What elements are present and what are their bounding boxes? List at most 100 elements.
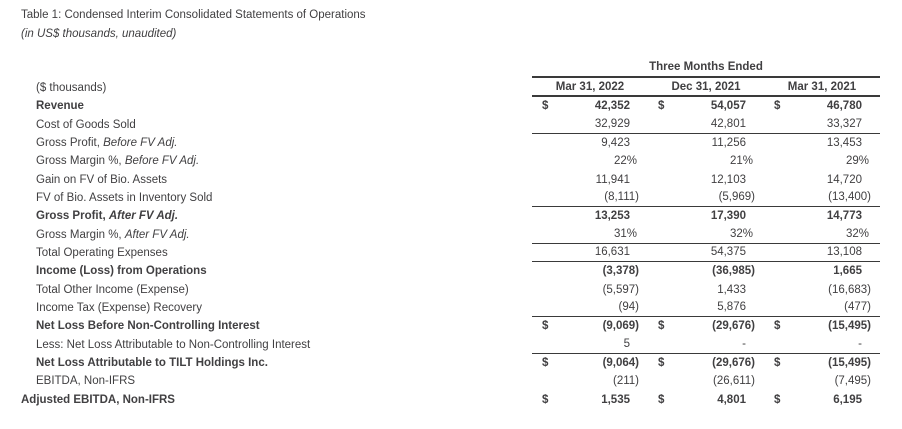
row-label-text: Gross Margin %, bbox=[36, 155, 125, 168]
cell-value: (13,400) bbox=[828, 191, 871, 204]
table-row: Income Tax (Expense) Recovery (94) 5,876 (4… bbox=[21, 299, 880, 318]
row-label-text: FV of Bio. Assets in Inventory Sold bbox=[36, 191, 213, 204]
value-cell: $ (15,495) bbox=[764, 320, 880, 332]
table-row: Net Loss Attributable to TILT Holdings I… bbox=[21, 354, 880, 372]
table-row: Revenue $42,352 $54,057 $46,780 bbox=[21, 97, 880, 115]
dollar-sign: $ bbox=[774, 393, 781, 406]
row-label-italic-text: After FV Adj. bbox=[124, 228, 190, 241]
table-row: Net Loss Before Non-Controlling Interest… bbox=[21, 317, 880, 335]
value-cell: (94) bbox=[532, 301, 648, 313]
cell-value: (7,495) bbox=[834, 375, 871, 388]
column-header-row: ($ thousands) Mar 31, 2022 Dec 31, 2021 … bbox=[21, 78, 880, 97]
cell-value: 13,453 bbox=[826, 136, 862, 149]
row-label: Net Loss Before Non-Controlling Interest bbox=[21, 320, 532, 332]
cell-value: 54,375 bbox=[710, 246, 746, 259]
value-cell: (5,597) bbox=[532, 284, 648, 296]
value-cell: 14,773 bbox=[764, 210, 880, 222]
row-label: Gross Profit, Before FV Adj. bbox=[21, 137, 532, 149]
dollar-sign: $ bbox=[658, 393, 665, 406]
cell-value: 11,256 bbox=[711, 136, 746, 149]
value-cell: - bbox=[764, 338, 880, 350]
value-cell: 32% bbox=[648, 228, 764, 240]
statements-of-operations-table: Three Months Ended ($ thousands) Mar 31,… bbox=[21, 58, 880, 409]
cell-value: 5 bbox=[623, 338, 630, 351]
cell-value: 12,103 bbox=[710, 173, 746, 186]
value-cell: (13,400) bbox=[764, 191, 880, 203]
value-cell: - bbox=[648, 338, 764, 350]
value-cell: $ (15,495) bbox=[764, 357, 880, 369]
value-cell: (211) bbox=[532, 375, 648, 387]
value-cell: (3,378) bbox=[532, 265, 648, 277]
row-label-text: Income (Loss) from Operations bbox=[36, 265, 207, 278]
cell-value: 46,780 bbox=[826, 100, 862, 113]
cell-value: 54,057 bbox=[710, 100, 746, 113]
value-cell: 32,929 bbox=[532, 118, 648, 130]
row-label: Gross Profit, After FV Adj. bbox=[21, 210, 532, 222]
value-cell: 13,253 bbox=[532, 210, 648, 222]
row-label-text: Total Other Income (Expense) bbox=[36, 283, 189, 296]
row-label-text: Adjusted EBITDA, Non-IFRS bbox=[21, 393, 175, 406]
value-cell: 33,327 bbox=[764, 118, 880, 130]
cell-value: 1,665 bbox=[833, 265, 862, 278]
cell-value: (9,069) bbox=[602, 320, 639, 333]
group-header-label: Three Months Ended bbox=[649, 61, 763, 73]
value-cell: 32% bbox=[764, 228, 880, 240]
row-label-text: Net Loss Attributable to TILT Holdings I… bbox=[36, 356, 268, 369]
cell-value: 31% bbox=[613, 228, 637, 241]
value-cell: $ (29,676) bbox=[648, 357, 764, 369]
value-cell: (8,111) bbox=[532, 191, 648, 203]
row-label: Total Operating Expenses bbox=[21, 247, 532, 259]
row-label-text: Less: Net Loss Attributable to Non-Contr… bbox=[36, 338, 311, 351]
cell-value: 16,631 bbox=[594, 246, 630, 259]
cell-value: 1,535 bbox=[601, 393, 630, 406]
table-row: Adjusted EBITDA, Non-IFRS $1,535 $4,801 $6,… bbox=[21, 391, 880, 409]
table-row: Less: Net Loss Attributable to Non-Contr… bbox=[21, 335, 880, 354]
column-header-mar-31-2022: Mar 31, 2022 bbox=[555, 80, 625, 93]
cell-value: (5,597) bbox=[602, 283, 639, 296]
value-cell: 1,433 bbox=[648, 284, 764, 296]
cell-value: 17,390 bbox=[710, 210, 746, 223]
value-cell: $54,057 bbox=[648, 100, 764, 112]
page-subtitle: (in US$ thousands, unaudited) bbox=[21, 28, 177, 40]
cell-value: (8,111) bbox=[604, 191, 639, 204]
row-label-text: EBITDA, Non-IFRS bbox=[36, 375, 136, 388]
cell-value: 32,929 bbox=[594, 118, 630, 131]
value-cell: 13,453 bbox=[764, 137, 880, 149]
row-label: Adjusted EBITDA, Non-IFRS bbox=[21, 394, 532, 406]
table-row: Gain on FV of Bio. Assets 11,941 12,103 14,… bbox=[21, 170, 880, 188]
table-row: Gross Profit, Before FV Adj. 9,423 11,256 1… bbox=[21, 134, 880, 152]
cell-value: 33,327 bbox=[826, 118, 862, 131]
cell-value: 22% bbox=[613, 155, 637, 168]
value-cell: 17,390 bbox=[648, 210, 764, 222]
cell-value: 11,941 bbox=[595, 173, 630, 186]
value-cell: 1,665 bbox=[764, 265, 880, 277]
row-label-text: Revenue bbox=[36, 100, 84, 113]
table-row: Gross Margin %, After FV Adj. 31% 32% 32% bbox=[21, 225, 880, 244]
cell-value: 13,253 bbox=[594, 210, 630, 223]
page-title: Table 1: Condensed Interim Consolidated … bbox=[21, 9, 366, 21]
row-label: Gross Margin %, Before FV Adj. bbox=[21, 155, 532, 167]
cell-value: (5,969) bbox=[718, 191, 755, 204]
row-label-text: Gross Margin %, bbox=[36, 228, 125, 241]
table-row: FV of Bio. Assets in Inventory Sold (8,11… bbox=[21, 189, 880, 208]
cell-value: 32% bbox=[729, 228, 753, 241]
cell-value: (36,985) bbox=[712, 265, 755, 278]
dollar-sign: $ bbox=[542, 320, 549, 333]
cell-value: 6,195 bbox=[833, 393, 862, 406]
table-row: Total Other Income (Expense) (5,597) 1,433… bbox=[21, 280, 880, 298]
column-header-dec-31-2021: Dec 31, 2021 bbox=[671, 80, 741, 93]
dollar-sign: $ bbox=[774, 100, 781, 113]
dollar-sign: $ bbox=[658, 100, 665, 113]
row-label: Less: Net Loss Attributable to Non-Contr… bbox=[21, 339, 532, 351]
cell-value: (15,495) bbox=[828, 356, 871, 369]
row-label-italic-text: Before FV Adj. bbox=[124, 155, 200, 168]
value-cell: 31% bbox=[532, 228, 648, 240]
table-row: Gross Margin %, Before FV Adj. 22% 21% 29% bbox=[21, 152, 880, 170]
column-header-mar-31-2021: Mar 31, 2021 bbox=[787, 80, 857, 93]
cell-value: (29,676) bbox=[712, 356, 755, 369]
row-label: Net Loss Attributable to TILT Holdings I… bbox=[21, 357, 532, 369]
row-label: Gross Margin %, After FV Adj. bbox=[21, 229, 532, 241]
row-label: Income Tax (Expense) Recovery bbox=[21, 302, 532, 314]
dollar-sign: $ bbox=[542, 356, 549, 369]
cell-value: (3,378) bbox=[602, 265, 639, 278]
